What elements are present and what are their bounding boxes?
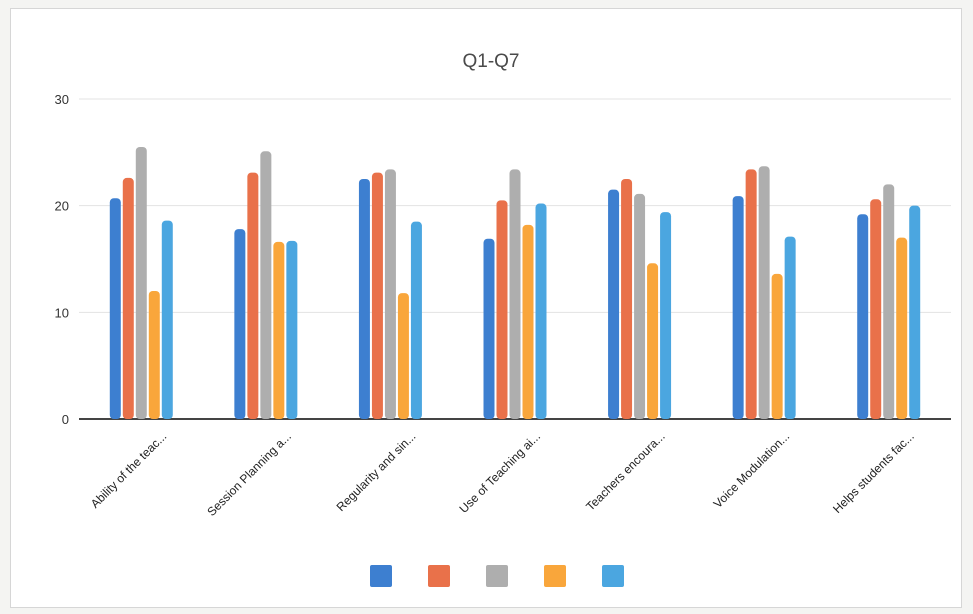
bar	[286, 240, 298, 419]
x-tick-label: Regularity and sin...	[334, 429, 419, 514]
bar	[771, 273, 783, 419]
y-tick-label: 0	[62, 412, 69, 427]
legend-swatch	[544, 565, 566, 587]
bar	[135, 147, 147, 419]
x-tick-label: Use of Teaching ai...	[456, 429, 543, 516]
bar	[621, 179, 633, 419]
legend-swatch	[486, 565, 508, 587]
bar	[273, 241, 285, 419]
bar	[384, 169, 396, 419]
y-tick-label: 20	[55, 199, 69, 214]
bar	[371, 172, 383, 419]
chart-frame: Q1-Q7 0 10 20 30 Ability of the teac... Sess…	[10, 8, 962, 608]
bar	[483, 238, 495, 419]
bar	[634, 193, 646, 419]
bar	[758, 166, 770, 419]
bar	[122, 177, 134, 419]
bar	[161, 220, 173, 419]
bar	[410, 221, 422, 419]
bar	[109, 198, 121, 419]
bar	[608, 189, 620, 419]
bar	[883, 184, 895, 419]
bar	[260, 151, 272, 419]
x-tick-label: Helps students fac...	[830, 429, 917, 516]
bar	[909, 205, 921, 419]
y-tick-label: 10	[55, 305, 69, 320]
bar	[870, 199, 882, 419]
bar	[522, 224, 534, 419]
y-tick-label: 30	[55, 92, 69, 107]
bar	[745, 169, 757, 419]
bar	[660, 212, 672, 419]
bar	[647, 263, 659, 419]
bar	[535, 203, 547, 419]
x-tick-label: Ability of the teac...	[88, 429, 170, 511]
bar	[358, 179, 370, 419]
bar	[732, 196, 744, 419]
x-tick-label: Voice Modulation...	[711, 429, 793, 511]
chart-title: Q1-Q7	[462, 51, 519, 72]
legend-swatch	[370, 565, 392, 587]
bar	[857, 214, 869, 419]
bar	[247, 172, 259, 419]
bar-chart: Q1-Q7 0 10 20 30 Ability of the teac... Sess…	[55, 51, 951, 587]
bar	[148, 291, 160, 419]
bar	[496, 200, 508, 419]
legend-swatch	[428, 565, 450, 587]
bar	[397, 293, 409, 419]
legend-swatch	[602, 565, 624, 587]
bar	[234, 229, 246, 419]
bar	[784, 236, 796, 419]
bar	[896, 237, 908, 419]
x-tick-label: Session Planning a...	[204, 429, 294, 519]
x-tick-label: Teachers encoura...	[583, 429, 667, 513]
bar	[509, 169, 521, 419]
